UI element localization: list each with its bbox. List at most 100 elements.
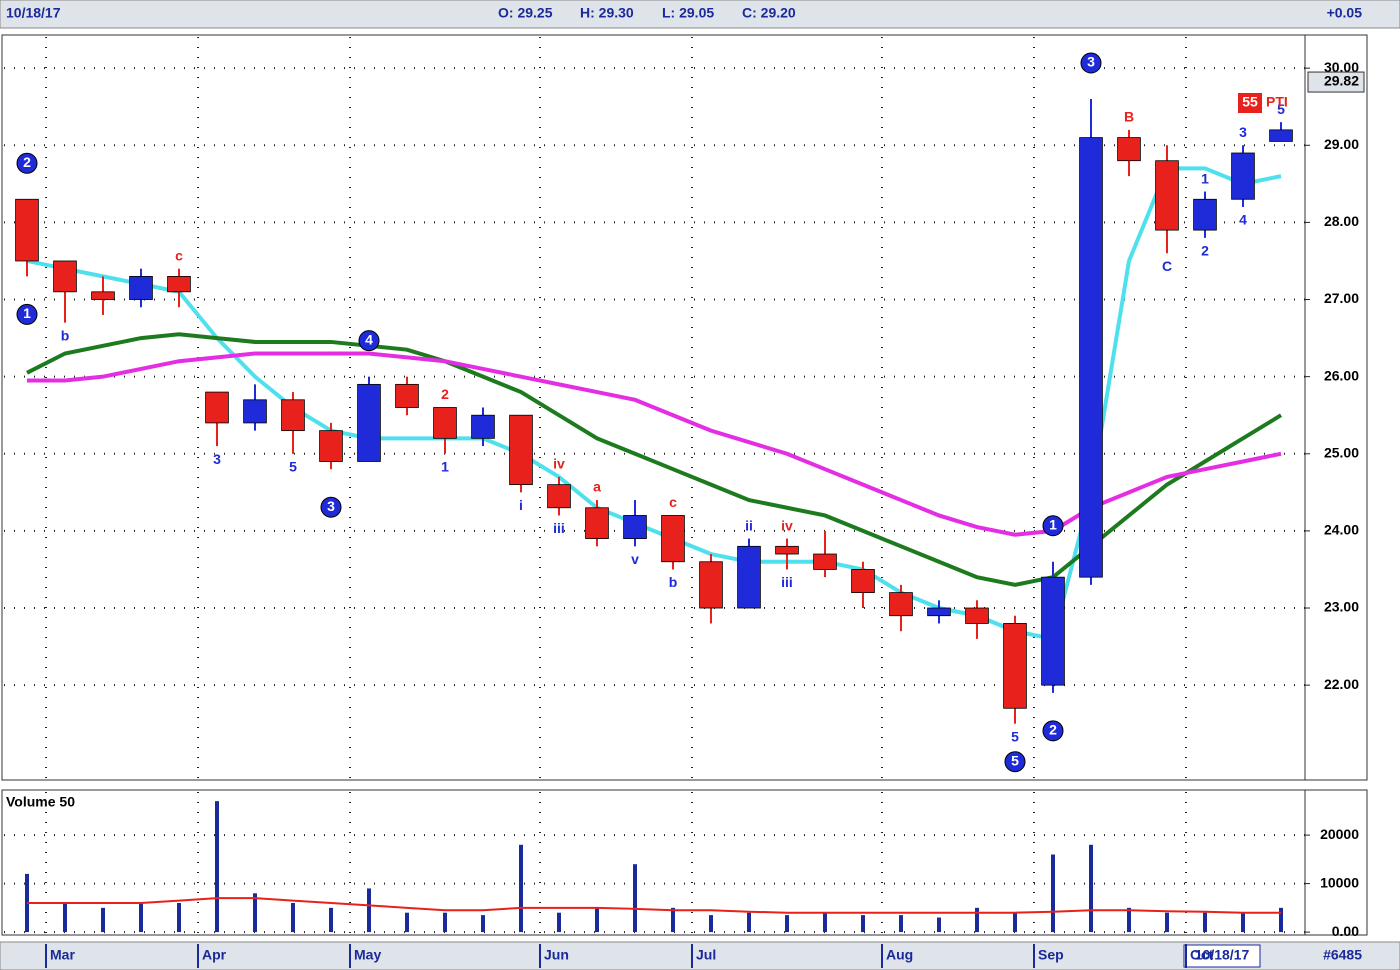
moving-average (27, 351, 1282, 537)
candle-body (699, 561, 723, 609)
volume-bar (63, 902, 67, 933)
y-tick-label: 23.00 (1324, 599, 1359, 615)
header-open: O: 29.25 (498, 5, 553, 21)
volume-bar (367, 888, 371, 933)
wave-label: 1 (1201, 170, 1209, 186)
x-tick-label: Jul (696, 947, 716, 963)
candle-body (851, 569, 875, 593)
footer-id: #6485 (1323, 947, 1362, 963)
candle-body (471, 414, 495, 439)
volume-bar (633, 864, 637, 933)
wave-circle (1004, 751, 1026, 773)
price-axis (1304, 34, 1368, 781)
volume-bar (785, 915, 789, 933)
candle-body (965, 607, 989, 624)
candle-body (1231, 152, 1255, 200)
footer-bar (0, 941, 1400, 970)
volume-bar (1089, 844, 1093, 933)
candle-body (205, 391, 229, 424)
volume-bar (519, 844, 523, 933)
candle-body (1155, 160, 1179, 231)
volume-bar (443, 912, 447, 933)
wave-label: 1 (1049, 516, 1057, 532)
wave-circle (1042, 515, 1064, 537)
y-tick-label: 29.00 (1324, 136, 1359, 152)
wave-circle (16, 303, 38, 325)
volume-bar (1127, 907, 1131, 933)
volume-bar (215, 801, 219, 933)
header-change: +0.05 (1327, 5, 1363, 21)
candle-body (585, 507, 609, 540)
header-low: L: 29.05 (662, 5, 714, 21)
x-tick-label: Apr (202, 947, 227, 963)
wave-label: 5 (1277, 101, 1285, 117)
candle-body (319, 430, 343, 462)
volume-bar (899, 915, 903, 933)
wave-label: iii (553, 520, 565, 536)
last-price-box (1307, 71, 1365, 93)
candle-body (927, 607, 951, 617)
candle-body (1079, 137, 1103, 578)
volume-bar (1013, 912, 1017, 933)
last-price: 29.82 (1324, 73, 1359, 89)
x-tick-label: May (354, 947, 381, 963)
wave-circle (16, 152, 38, 174)
wave-circle (358, 330, 380, 352)
y-tick-label: 28.00 (1324, 213, 1359, 229)
volume-bar (405, 912, 409, 933)
candle-body (775, 545, 799, 555)
candle-body (1117, 137, 1141, 162)
wave-label: 4 (365, 331, 373, 347)
wave-circle (1080, 52, 1102, 74)
wave-label: 2 (23, 154, 31, 170)
x-tick-label: Sep (1038, 947, 1064, 963)
wave-label: 2 (1049, 722, 1057, 738)
moving-average (26, 332, 1283, 587)
y-tick-label: 26.00 (1324, 367, 1359, 383)
volume-bar (709, 915, 713, 933)
pti-box (1238, 93, 1262, 113)
x-tick-label: Oct (1190, 947, 1214, 963)
volume-bar (823, 912, 827, 933)
wave-circle (1042, 720, 1064, 742)
pti-label: PTI (1266, 94, 1288, 110)
candle-body (1193, 198, 1217, 231)
volume-bar (937, 917, 941, 933)
wave-label: 2 (1201, 243, 1209, 259)
wave-label: i (519, 497, 523, 513)
candle-body (357, 383, 381, 462)
wave-label: a (593, 479, 601, 495)
volume-bar (177, 902, 181, 933)
wave-label: 3 (1087, 54, 1095, 70)
volume-bar (139, 902, 143, 933)
volume-bar (481, 915, 485, 933)
wave-label: 5 (1011, 752, 1019, 768)
volume-bar (1051, 854, 1055, 933)
y-tick-label: 24.00 (1324, 522, 1359, 538)
wave-circle (320, 496, 342, 518)
y-tick-label: 30.00 (1324, 59, 1359, 75)
y-tick-label: 27.00 (1324, 290, 1359, 306)
wave-label: 5 (289, 458, 297, 474)
wave-label: 5 (1011, 728, 1019, 744)
candle-body (15, 198, 39, 262)
wave-label: 3 (1239, 124, 1247, 140)
wave-label: 4 (1239, 212, 1247, 228)
wave-label: iv (781, 517, 793, 533)
y-tick-label: 10000 (1320, 874, 1359, 890)
candle-body (661, 515, 685, 563)
volume-bar (671, 907, 675, 933)
volume-bar (1279, 907, 1283, 933)
wave-label: 3 (213, 451, 221, 467)
volume-bar (747, 912, 751, 933)
header-bar (0, 0, 1400, 29)
wave-label: 1 (441, 458, 449, 474)
wave-label: b (669, 574, 678, 590)
candle-body (243, 399, 267, 424)
volume-axis (1304, 789, 1368, 936)
footer-date-box (1183, 944, 1261, 968)
footer-date: 10/18/17 (1195, 947, 1250, 963)
candle-body (1003, 623, 1027, 709)
